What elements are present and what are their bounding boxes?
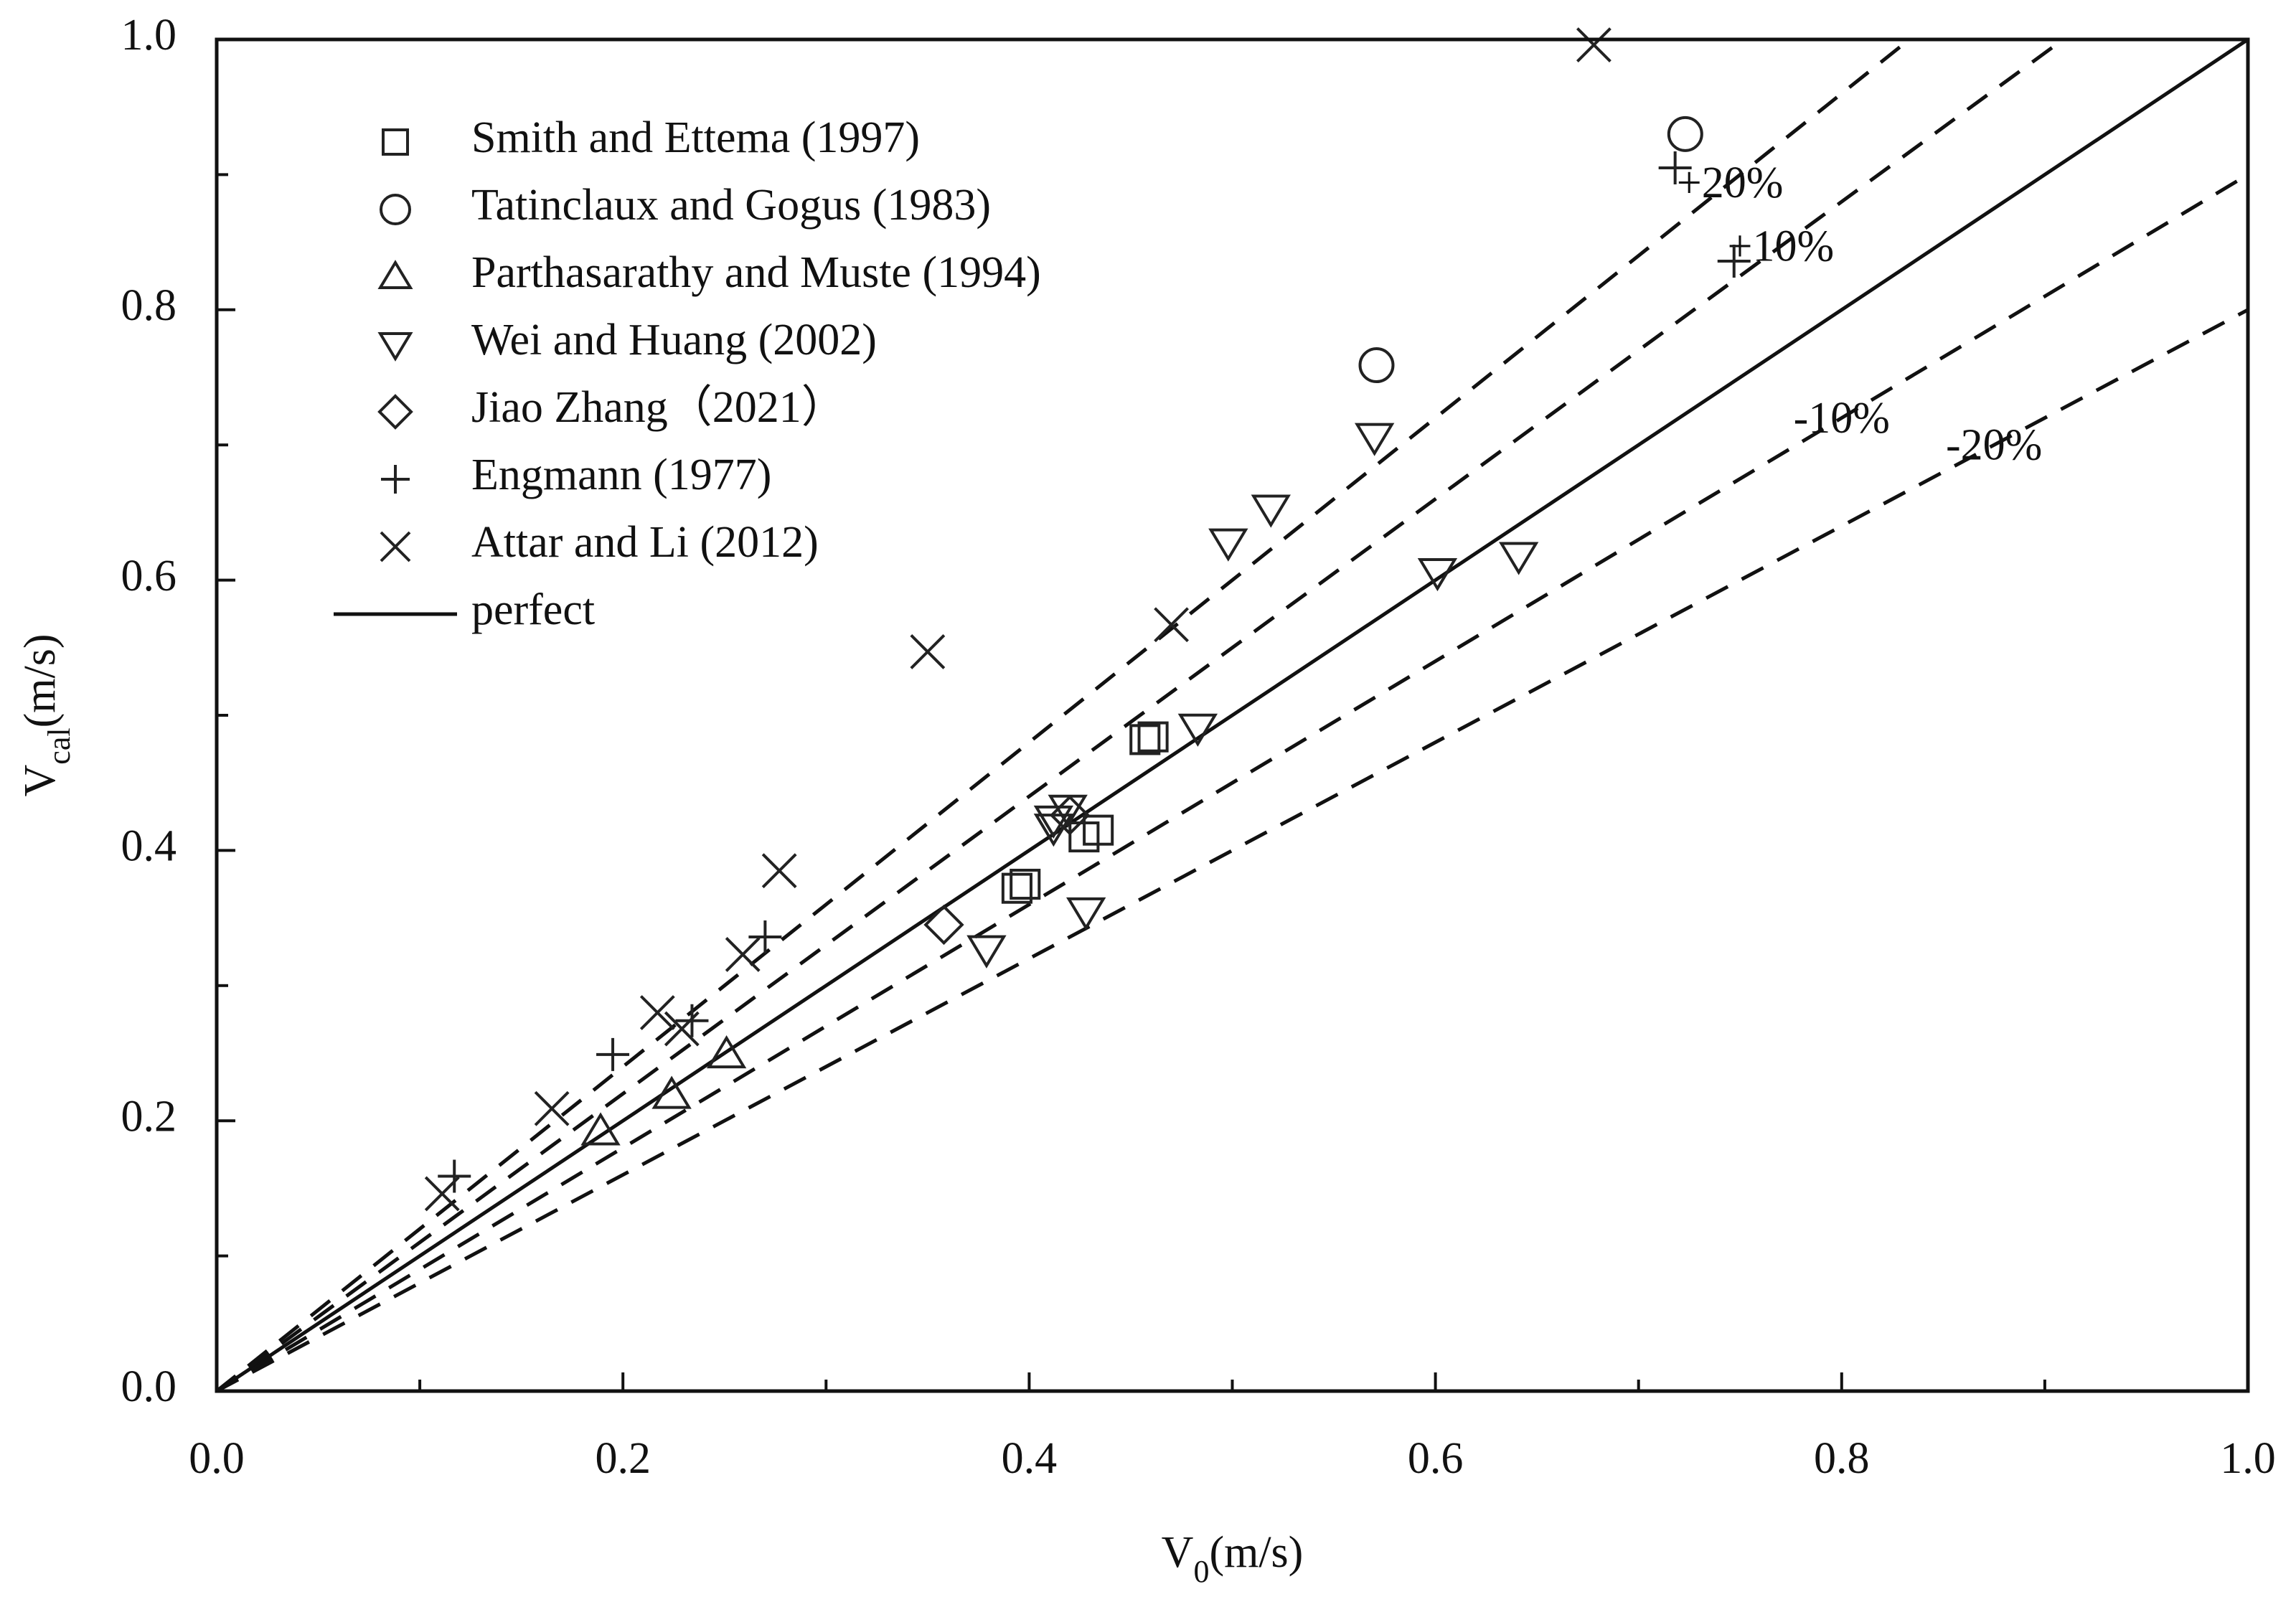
line-label: +10% — [1728, 222, 1835, 270]
legend-marker — [380, 194, 411, 225]
legend-label: Wei and Huang (2002) — [471, 316, 877, 364]
legend-marker — [382, 128, 409, 156]
point — [1251, 494, 1291, 528]
y-tick-label: 1.0 — [121, 11, 177, 60]
point — [910, 634, 946, 669]
point — [1033, 805, 1074, 839]
ylabel-label-unit: (m/s) — [16, 634, 65, 728]
legend-label: Attar and Li (2012) — [471, 518, 819, 567]
point — [923, 904, 964, 946]
x-tick-label: 0.6 — [1408, 1434, 1464, 1483]
point — [651, 1075, 692, 1109]
legend-marker — [377, 394, 413, 430]
point — [761, 853, 797, 889]
point — [1010, 868, 1041, 900]
x-tick-label: 1.0 — [2220, 1434, 2276, 1483]
point — [1667, 116, 1703, 152]
perfect-line — [217, 39, 2248, 1391]
point — [1001, 872, 1032, 904]
point — [1154, 607, 1189, 643]
point — [748, 920, 782, 953]
legend-marker — [381, 465, 410, 494]
point — [706, 1035, 747, 1069]
tolerance-line — [217, 39, 2065, 1391]
legend-marker — [377, 260, 413, 289]
point — [438, 1159, 471, 1193]
point — [1208, 528, 1248, 562]
point — [1354, 423, 1395, 456]
ylabel-label: Vcal(m/s) — [16, 634, 76, 797]
xlabel-label-sub: 0 — [1193, 1554, 1209, 1589]
point — [596, 1037, 630, 1071]
y-tick-label: 0.4 — [121, 822, 177, 871]
legend-label: Tatinclaux and Gogus (1983) — [471, 181, 991, 230]
point — [1129, 724, 1161, 755]
x-tick-label: 0.0 — [189, 1434, 245, 1483]
xlabel-label: V0(m/s) — [1162, 1528, 1304, 1588]
point — [966, 935, 1007, 969]
plot-frame — [215, 37, 2250, 1393]
tolerance-line — [217, 173, 2248, 1391]
legend-label: perfect — [471, 585, 595, 634]
legend-label: Jiao Zhang（2021） — [471, 383, 846, 432]
point — [1065, 897, 1106, 931]
ylabel-label-main: V — [16, 764, 65, 796]
line-label: +20% — [1677, 159, 1784, 207]
xlabel-label-unit: (m/s) — [1209, 1528, 1303, 1577]
point — [1137, 721, 1169, 753]
xlabel-label-main: V — [1162, 1528, 1194, 1577]
point — [1068, 821, 1100, 853]
point — [1049, 795, 1091, 836]
legend-marker — [380, 531, 411, 562]
y-tick-label: 0.8 — [121, 281, 177, 330]
line-label: -20% — [1946, 420, 2042, 469]
point — [1717, 244, 1751, 278]
legend-marker — [377, 332, 413, 362]
y-tick-label: 0.2 — [121, 1092, 177, 1141]
y-tick-label: 0.6 — [121, 552, 177, 600]
x-tick-label: 0.4 — [1002, 1434, 1058, 1483]
point — [1498, 542, 1539, 575]
point — [1358, 347, 1395, 384]
tolerance-line — [217, 308, 2248, 1391]
legend-label: Smith and Ettema (1997) — [471, 113, 920, 162]
legend-label: Engmann (1977) — [471, 451, 771, 499]
x-tick-label: 0.2 — [595, 1434, 651, 1483]
ylabel-label-sub: cal — [42, 727, 77, 764]
point — [725, 937, 761, 972]
line-label: -10% — [1794, 394, 1890, 443]
point — [1417, 558, 1458, 592]
point — [1658, 151, 1692, 184]
x-tick-label: 0.8 — [1814, 1434, 1870, 1483]
point — [424, 1176, 460, 1212]
point — [580, 1112, 621, 1146]
y-tick-label: 0.0 — [121, 1362, 177, 1411]
point — [639, 995, 675, 1030]
legend-label: Parthasarathy and Muste (1994) — [471, 248, 1041, 297]
point — [664, 1011, 700, 1047]
point — [534, 1090, 570, 1126]
tolerance-line — [217, 39, 1911, 1391]
point — [1576, 27, 1612, 62]
point — [675, 1004, 709, 1037]
point — [1177, 713, 1218, 747]
point — [1048, 794, 1088, 828]
